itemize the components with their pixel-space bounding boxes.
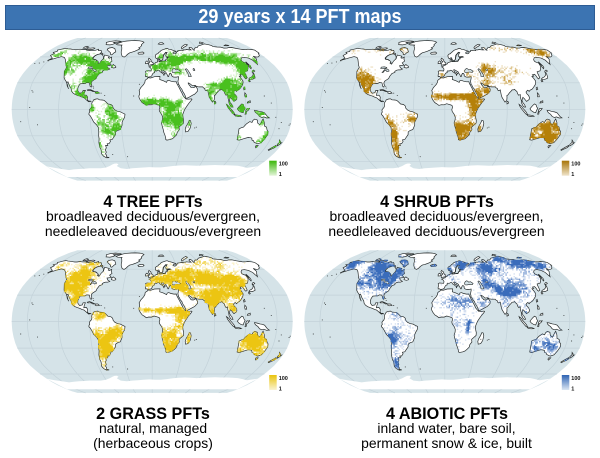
svg-text:100: 100 — [571, 162, 580, 168]
svg-text:1: 1 — [571, 387, 574, 393]
svg-text:1: 1 — [571, 172, 574, 178]
svg-text:100: 100 — [279, 376, 288, 382]
svg-text:100: 100 — [279, 162, 288, 168]
svg-text:1: 1 — [279, 387, 282, 393]
svg-text:100: 100 — [571, 376, 580, 382]
svg-text:1: 1 — [279, 172, 282, 178]
